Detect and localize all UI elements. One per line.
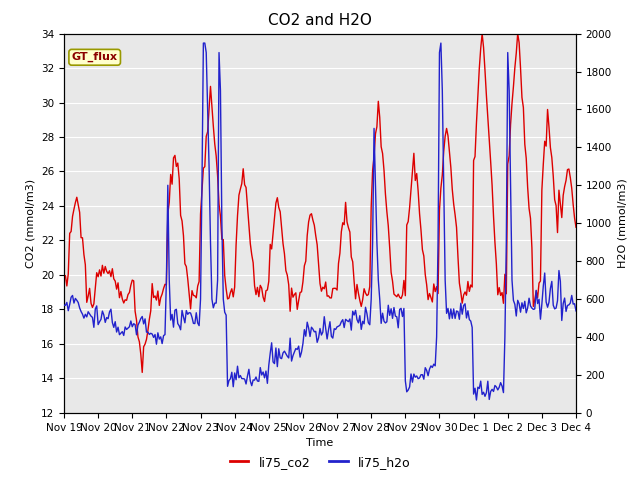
Y-axis label: H2O (mmol/m3): H2O (mmol/m3) <box>618 179 628 268</box>
Y-axis label: CO2 (mmol/m3): CO2 (mmol/m3) <box>26 179 35 268</box>
Text: GT_flux: GT_flux <box>72 52 118 62</box>
Legend: li75_co2, li75_h2o: li75_co2, li75_h2o <box>225 451 415 474</box>
Title: CO2 and H2O: CO2 and H2O <box>268 13 372 28</box>
X-axis label: Time: Time <box>307 438 333 448</box>
